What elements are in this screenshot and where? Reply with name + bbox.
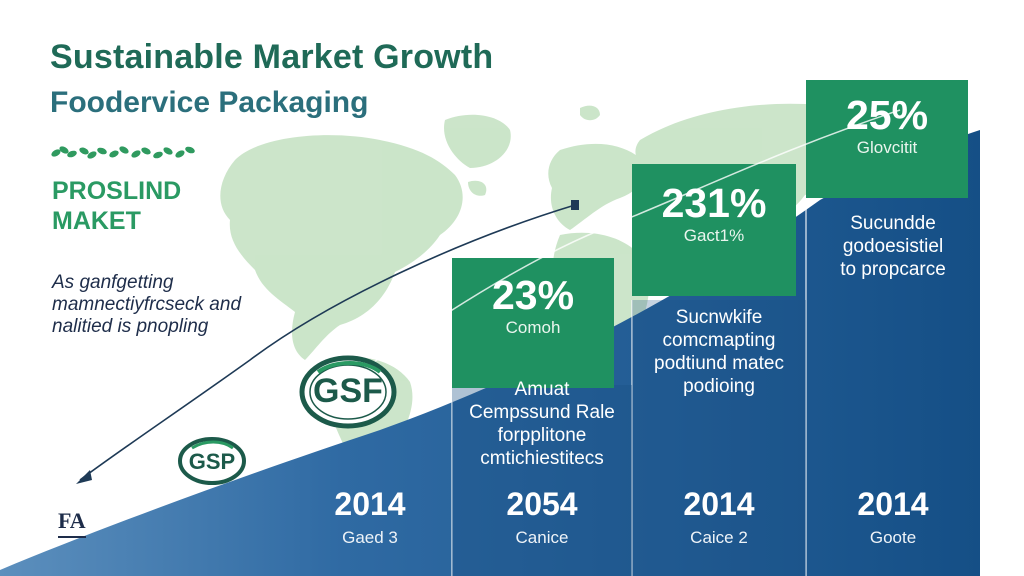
step-box-2 bbox=[632, 164, 796, 296]
step-1-desc-line: forpplitone bbox=[497, 425, 587, 446]
arrow-head-icon bbox=[76, 470, 92, 484]
step-3-desc-line: Sucundde bbox=[850, 213, 936, 234]
year-1-label: Gaed 3 bbox=[342, 528, 398, 547]
leaf-row-icon bbox=[51, 146, 195, 159]
map-north-america bbox=[220, 135, 463, 360]
column-dividers bbox=[451, 200, 807, 576]
step-1-desc-line: cmtichiestitecs bbox=[480, 448, 604, 469]
step-2-desc-line: podtiund matec bbox=[654, 353, 784, 374]
tagline-line-1: As ganfgetting bbox=[52, 272, 174, 293]
step-box-1 bbox=[452, 258, 614, 388]
footer-logo: FA bbox=[58, 508, 86, 533]
step-3-description: Sucundde godoesistiel to propcarce bbox=[806, 212, 980, 281]
growth-wave bbox=[0, 130, 980, 576]
brand-line-2: MAKET bbox=[52, 207, 141, 235]
step-1-desc-line: Cempssund Rale bbox=[469, 402, 615, 423]
tagline: As ganfgetting mamnectiyfrcseck and nali… bbox=[52, 272, 241, 338]
year-3-label: Caice 2 bbox=[690, 528, 748, 547]
footer-logo-underline bbox=[58, 536, 86, 538]
step-2-description: Sucnwkife comcmapting podtiund matec pod… bbox=[632, 306, 806, 398]
step-2-desc-line: Sucnwkife bbox=[675, 307, 763, 328]
brand-name: PROSLIND MAKET bbox=[52, 176, 181, 236]
year-3: 2014 bbox=[683, 486, 755, 522]
step-2-desc-line: podioing bbox=[683, 376, 755, 397]
step-3-desc-line: godoesistiel bbox=[842, 236, 944, 257]
tagline-line-3: nalitied is pnopling bbox=[52, 316, 209, 337]
step-3-percent: 25% bbox=[845, 92, 929, 138]
brand-line-1: PROSLIND bbox=[52, 177, 182, 205]
gsp-badge bbox=[178, 437, 246, 485]
year-4-label: Goote bbox=[869, 528, 917, 547]
gsf-badge bbox=[299, 355, 397, 429]
step-1-desc-line: Amuat bbox=[514, 379, 570, 400]
gsp-badge-label: GSP bbox=[188, 449, 236, 474]
step-3-stat: 25% Glovcitit bbox=[806, 92, 968, 158]
step-3-percent-label: Glovcitit bbox=[856, 138, 918, 157]
step-1-description: Amuat Cempssund Rale forpplitone cmtichi… bbox=[452, 378, 632, 470]
step-1-percent-label: Comoh bbox=[505, 318, 561, 337]
step-3-desc-line: to propcarce bbox=[840, 259, 946, 280]
trend-arrow bbox=[79, 204, 576, 481]
step-2-stat: 231% Gact1% bbox=[632, 180, 796, 246]
step-2-percent: 231% bbox=[661, 180, 767, 226]
year-1: 2014 bbox=[334, 486, 406, 522]
gsf-badge-label: GSF bbox=[313, 372, 383, 410]
year-4: 2014 bbox=[857, 486, 929, 522]
step-box-3 bbox=[806, 80, 968, 198]
year-2-label: Canice bbox=[515, 528, 569, 547]
tagline-line-2: mamnectiyfrcseck and bbox=[52, 294, 242, 315]
page-subtitle: Foodervice Packaging bbox=[50, 86, 369, 119]
step-1-percent: 23% bbox=[491, 272, 575, 318]
arrow-marker-icon bbox=[571, 200, 579, 210]
step-1-stat: 23% Comoh bbox=[452, 272, 614, 338]
year-2: 2054 bbox=[506, 486, 578, 522]
step-2-desc-line: comcmapting bbox=[662, 330, 776, 351]
page-title: Sustainable Market Growth bbox=[50, 38, 494, 76]
map-greenland bbox=[444, 114, 511, 168]
step-2-percent-label: Gact1% bbox=[683, 226, 745, 245]
